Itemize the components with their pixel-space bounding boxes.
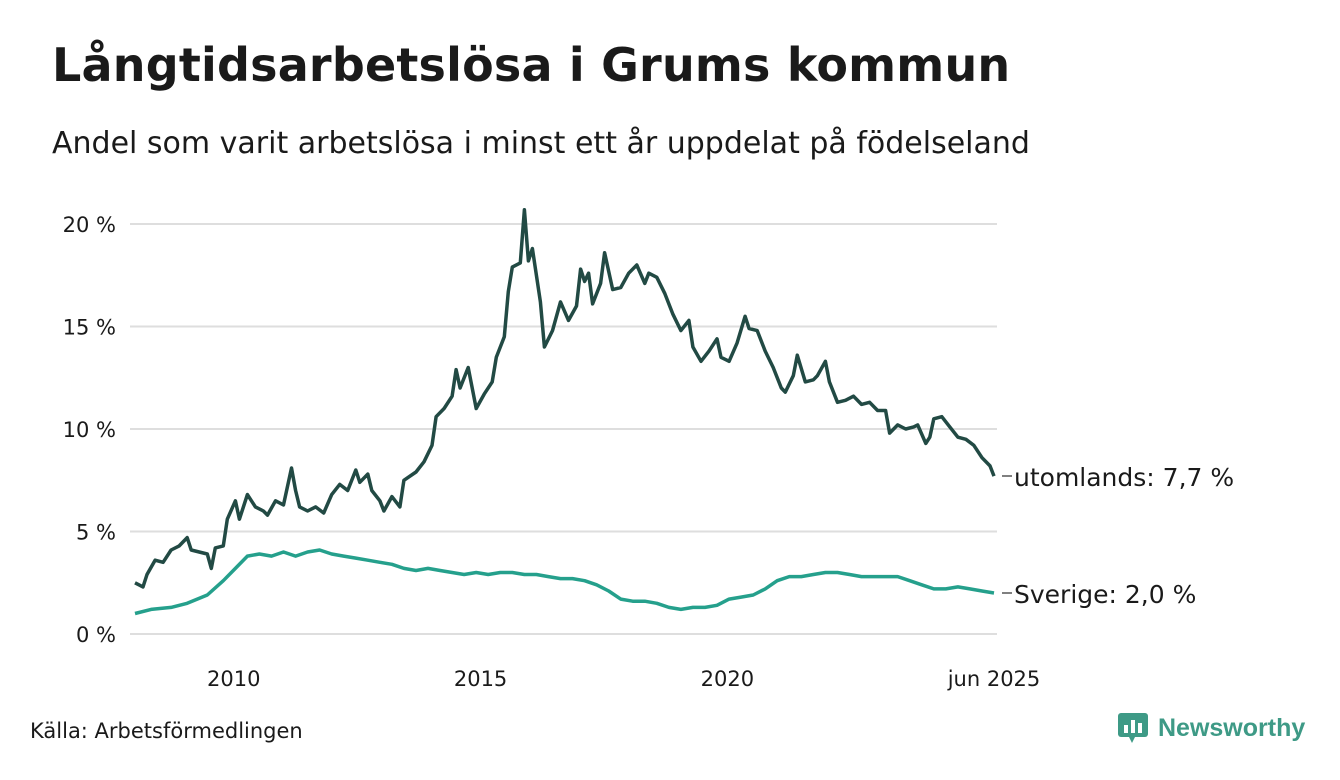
y-tick-label: 20 % bbox=[63, 213, 116, 237]
brand-logo: Newsworthy bbox=[1118, 713, 1305, 743]
series-end-label: utomlands: 7,7 % bbox=[1014, 463, 1234, 492]
gridlines bbox=[130, 223, 997, 635]
series-line-sverige bbox=[134, 548, 995, 616]
y-tick-label: 10 % bbox=[63, 418, 116, 442]
series-line-utomlands bbox=[134, 207, 996, 589]
series-end-labels: utomlands: 7,7 % Sverige: 2,0 % bbox=[1002, 463, 1234, 609]
y-tick-label: 0 % bbox=[76, 623, 116, 647]
line-chart: 0 %5 %10 %15 %20 % 2010 2015 2020 jun 2025 … bbox=[63, 207, 1234, 691]
x-tick-label: 2020 bbox=[701, 667, 754, 691]
newsworthy-logo-icon bbox=[1118, 713, 1148, 743]
x-tick-label: 2015 bbox=[454, 667, 507, 691]
series-end-label: Sverige: 2,0 % bbox=[1014, 580, 1196, 609]
x-tick-label: jun 2025 bbox=[947, 667, 1041, 691]
y-axis-ticks: 0 % 5 % 10 % 15 % 20 % bbox=[63, 213, 116, 647]
x-axis-ticks: 2010 2015 2020 jun 2025 bbox=[207, 667, 1040, 691]
source-note: Källa: Arbetsförmedlingen bbox=[30, 719, 303, 743]
y-tick-label: 15 % bbox=[63, 316, 116, 340]
chart-title: Långtidsarbetslösa i Grums kommun bbox=[52, 38, 1011, 92]
brand-name: Newsworthy bbox=[1158, 713, 1306, 742]
series-lines bbox=[134, 207, 996, 616]
x-tick-label: 2010 bbox=[207, 667, 260, 691]
y-tick-label: 5 % bbox=[76, 521, 116, 545]
chart-subtitle: Andel som varit arbetslösa i minst ett å… bbox=[52, 126, 1030, 161]
